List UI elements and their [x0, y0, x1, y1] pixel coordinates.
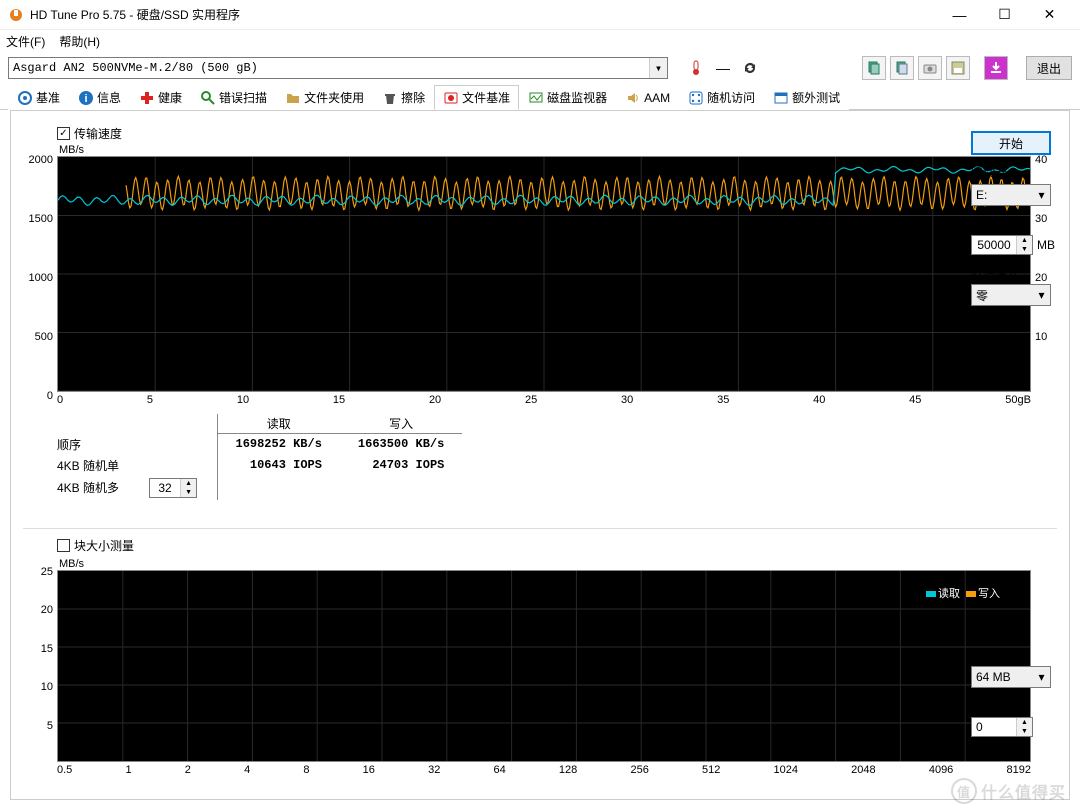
table-row: 4KB 随机单 10643 IOPS 24703 IOPS [57, 455, 462, 476]
transfer-label: 传输速度 [74, 125, 122, 142]
download-icon[interactable] [984, 56, 1008, 80]
tab-健康[interactable]: 健康 [130, 85, 191, 110]
refresh-icon[interactable] [738, 56, 762, 80]
table-row: 顺序 1698252 KB/s 1663500 KB/s [57, 434, 462, 455]
tab-磁盘监视器[interactable]: 磁盘监视器 [519, 85, 616, 110]
maximize-button[interactable]: ☐ [982, 1, 1027, 29]
trash-icon [382, 90, 398, 106]
content-area: ✓ 传输速度 MB/s ms 05101520253035404550gB 20… [10, 110, 1070, 800]
svg-text:i: i [84, 93, 87, 105]
close-button[interactable]: ✕ [1027, 1, 1072, 29]
filelen-spinner[interactable]: ▲▼ [971, 235, 1033, 255]
results-table: 读取 写入 顺序 1698252 KB/s 1663500 KB/s 4KB 随… [57, 414, 1057, 500]
device-text: Asgard AN2 500NVMe-M.2/80 (500 gB) [13, 61, 258, 75]
tab-随机访问[interactable]: 随机访问 [679, 85, 764, 110]
filelen-label: 文件长度 [971, 214, 1057, 231]
target-icon [17, 90, 33, 106]
transfer-checkbox[interactable]: ✓ [57, 127, 70, 140]
toolbar: Asgard AN2 500NVMe-M.2/80 (500 gB) ▾ — 退… [0, 52, 1080, 84]
chart1-plot [57, 156, 1031, 392]
blocksize-panel: 块大小测量 MB/s 读取 写入 0.512481632641282565121… [23, 537, 1057, 778]
blocksize-checkbox[interactable] [57, 539, 70, 552]
side-controls-2: 文件长度 64 MB▾ 延迟 ▲▼ [971, 637, 1057, 737]
device-select[interactable]: Asgard AN2 500NVMe-M.2/80 (500 gB) ▾ [8, 57, 668, 79]
window-title: HD Tune Pro 5.75 - 硬盘/SSD 实用程序 [30, 6, 937, 23]
start-button[interactable]: 开始 [971, 131, 1051, 155]
col-read: 读取 [217, 414, 340, 434]
window-icon [773, 90, 789, 106]
mode-select[interactable]: 零▾ [971, 284, 1051, 306]
side-controls-1: 开始 驱动器 E:▾ 文件长度 ▲▼ MB 数据模式 零▾ [971, 131, 1057, 306]
folder-icon [285, 90, 301, 106]
drive-label: 驱动器 [971, 163, 1057, 180]
info-icon: i [78, 90, 94, 106]
copy-icon[interactable] [862, 56, 886, 80]
search-icon [200, 90, 216, 106]
disk-icon [443, 90, 459, 106]
titlebar: HD Tune Pro 5.75 - 硬盘/SSD 实用程序 — ☐ ✕ [0, 0, 1080, 30]
chart1-yleft: 2000150010005000 [23, 160, 55, 396]
monitor-icon [528, 90, 544, 106]
chevron-down-icon[interactable]: ▾ [649, 58, 667, 78]
temp-dash: — [716, 60, 730, 76]
delay-label: 延迟 [971, 696, 1057, 713]
speaker-icon [625, 90, 641, 106]
tab-文件夹使用[interactable]: 文件夹使用 [276, 85, 373, 110]
chart1-wrap: MB/s ms 05101520253035404550gB 200015001… [23, 144, 1057, 408]
filelen2-select[interactable]: 64 MB▾ [971, 666, 1051, 688]
mode-label: 数据模式 [971, 263, 1057, 280]
chart2-wrap: MB/s 读取 写入 0.512481632641282565121024204… [23, 556, 1057, 778]
minimize-button[interactable]: — [937, 1, 982, 29]
app-icon [8, 7, 24, 23]
blocksize-label: 块大小测量 [74, 537, 134, 554]
tab-信息[interactable]: i信息 [69, 85, 130, 110]
tab-基准[interactable]: 基准 [8, 85, 69, 110]
exit-button[interactable]: 退出 [1026, 56, 1072, 80]
menu-help[interactable]: 帮助(H) [59, 33, 100, 50]
camera-icon[interactable] [918, 56, 942, 80]
chart1-xaxis: 05101520253035404550gB [57, 392, 1031, 408]
tab-错误扫描[interactable]: 错误扫描 [191, 85, 276, 110]
chart2-yleft: 252015105 [23, 572, 55, 764]
menu-file[interactable]: 文件(F) [6, 33, 45, 50]
plus-icon [139, 90, 155, 106]
chart2-plot: 读取 写入 [57, 570, 1031, 762]
chart2-legend: 读取 写入 [926, 585, 1000, 601]
transfer-panel: ✓ 传输速度 MB/s ms 05101520253035404550gB 20… [23, 125, 1057, 520]
tab-文件基准[interactable]: 文件基准 [434, 85, 519, 110]
y-left-unit: MB/s [59, 144, 84, 156]
table-row: 4KB 随机多 ▲▼ [57, 476, 462, 500]
queue-depth-spinner[interactable]: ▲▼ [149, 478, 197, 498]
tab-额外测试[interactable]: 额外测试 [764, 85, 849, 110]
save-icon[interactable] [946, 56, 970, 80]
tabbar: 基准i信息健康错误扫描文件夹使用擦除文件基准磁盘监视器AAM随机访问额外测试 [0, 84, 1080, 110]
menubar: 文件(F) 帮助(H) [0, 30, 1080, 52]
chart2-xaxis: 0.512481632641282565121024204840968192 [57, 762, 1031, 778]
copy2-icon[interactable] [890, 56, 914, 80]
dice-icon [688, 90, 704, 106]
delay-spinner[interactable]: ▲▼ [971, 717, 1033, 737]
y2-unit: MB/s [59, 558, 84, 570]
thermometer-icon [684, 56, 708, 80]
tab-擦除[interactable]: 擦除 [373, 85, 434, 110]
col-write: 写入 [340, 414, 462, 434]
tab-AAM[interactable]: AAM [616, 86, 679, 110]
drive-select[interactable]: E:▾ [971, 184, 1051, 206]
filelen2-label: 文件长度 [971, 645, 1057, 662]
